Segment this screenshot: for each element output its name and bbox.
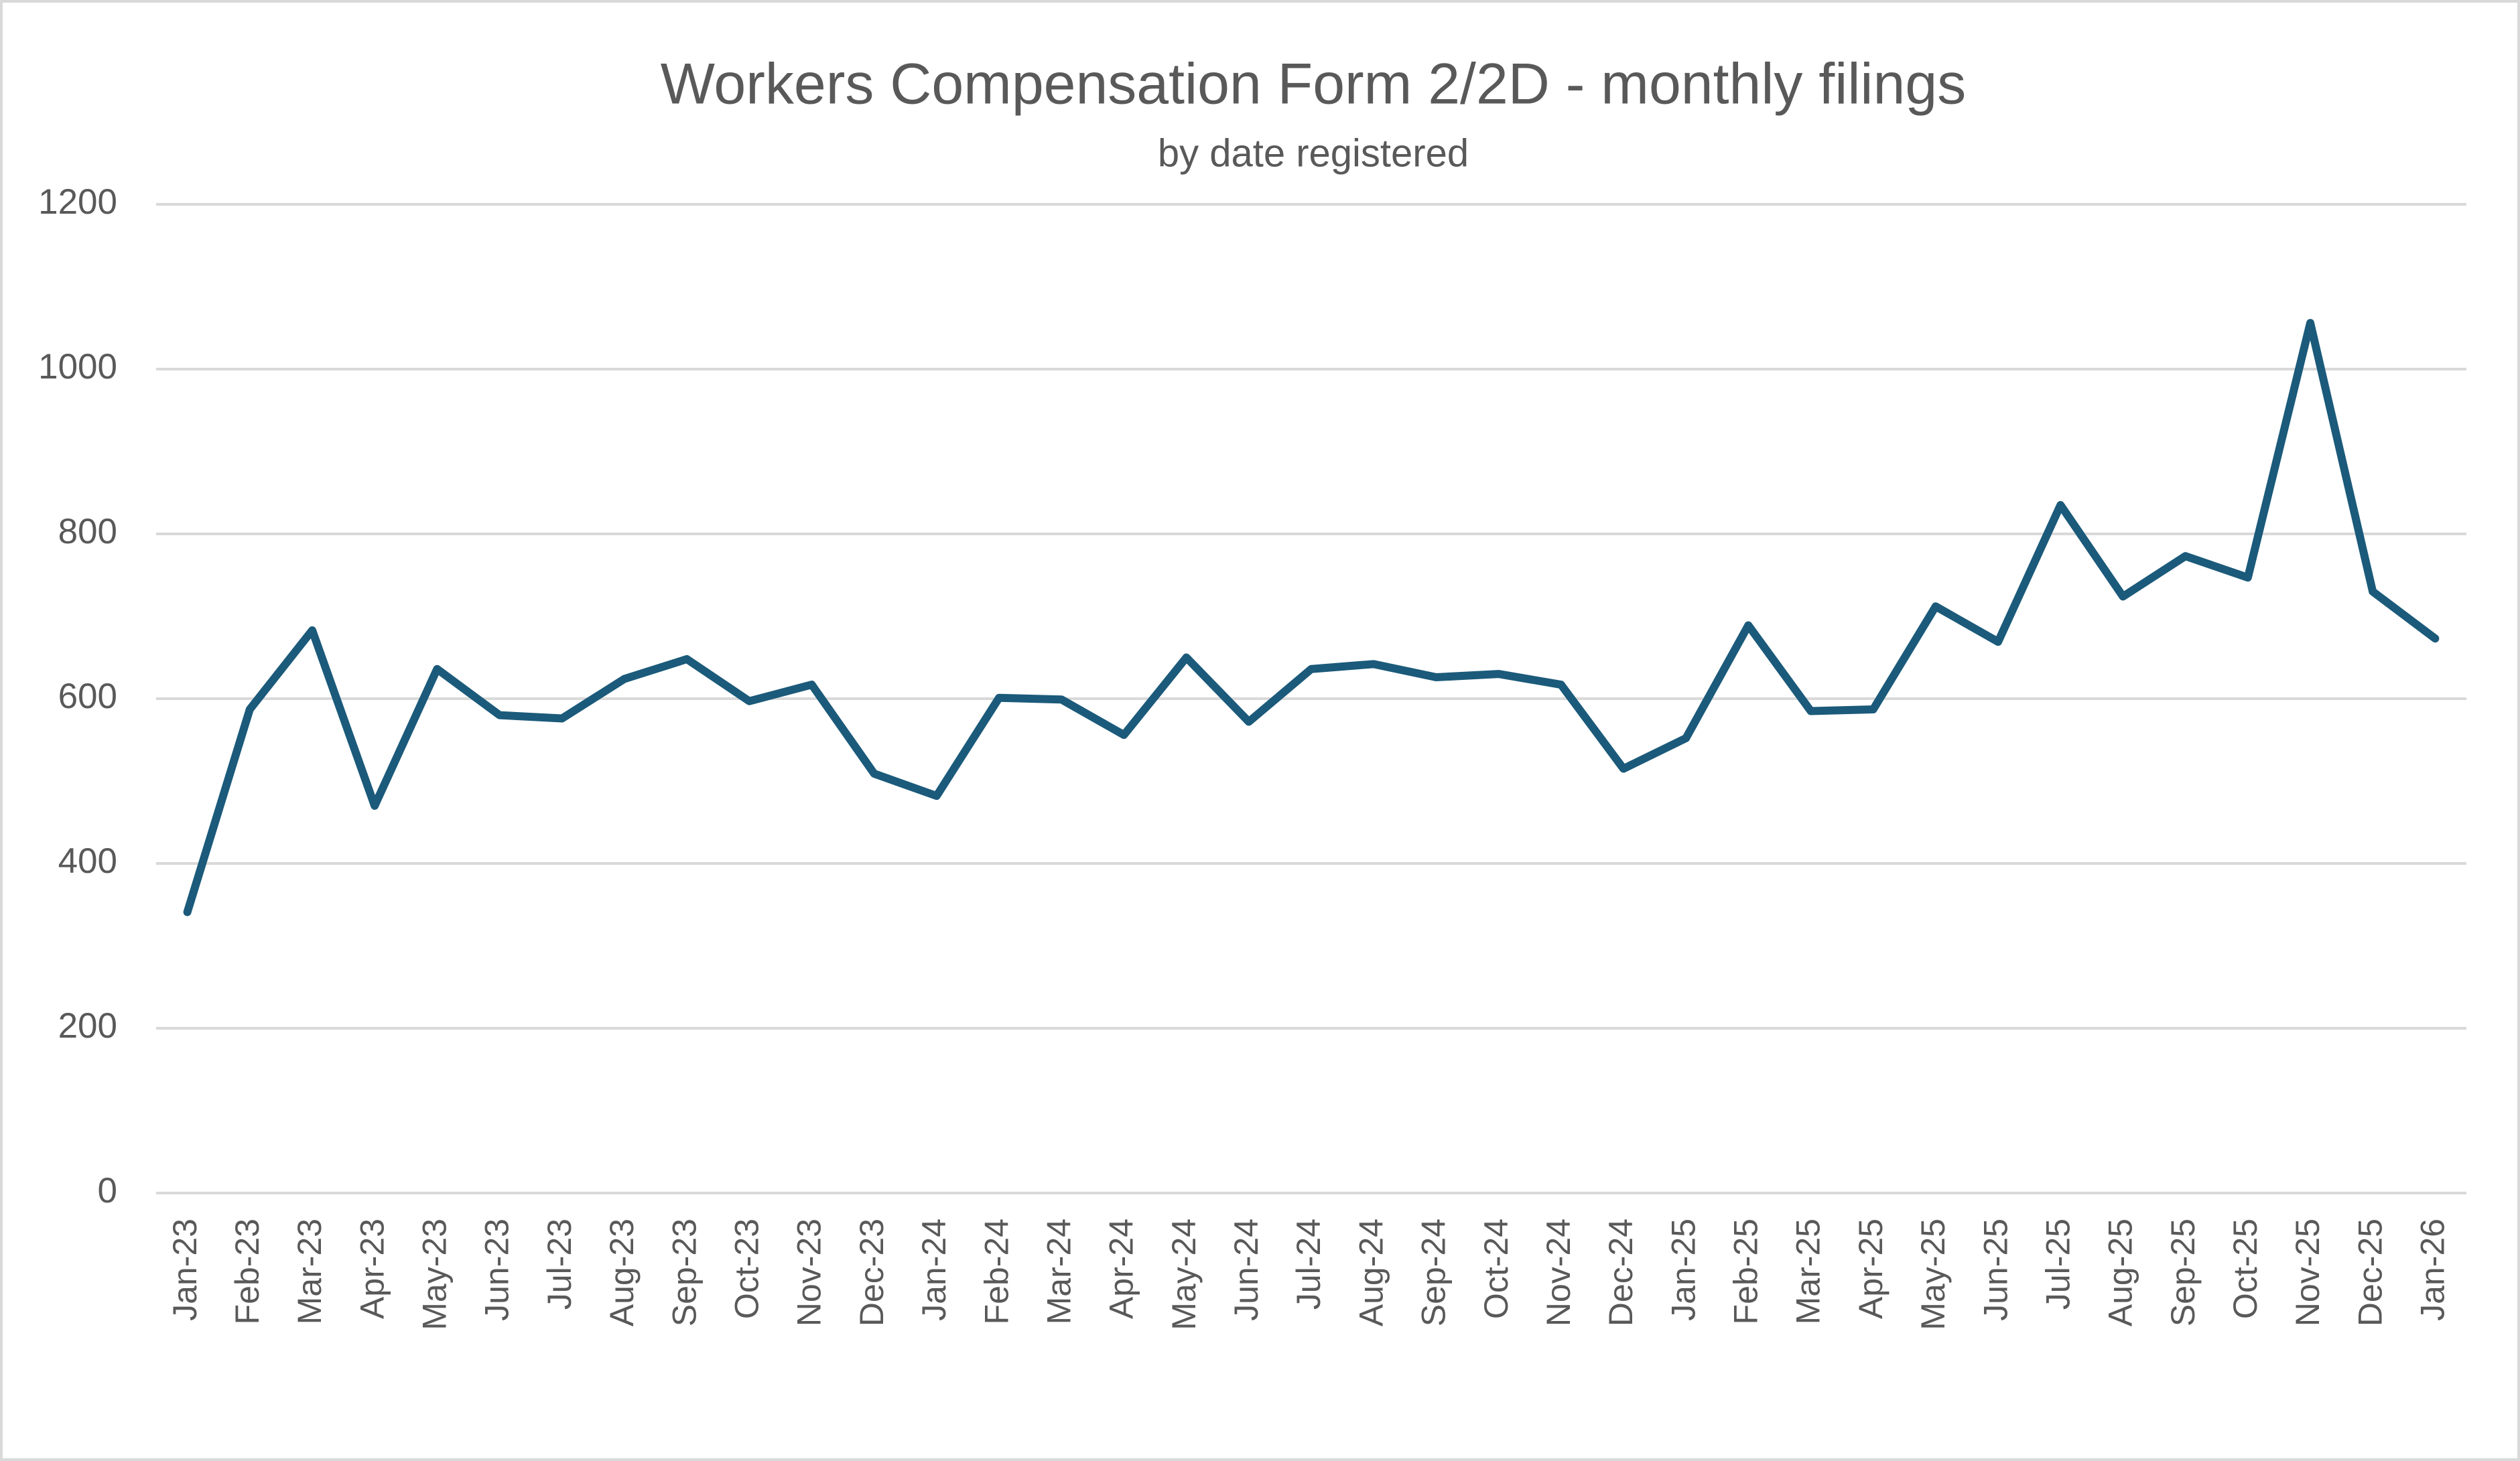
x-tick-label: Jun-23 <box>478 1219 516 1321</box>
y-tick-label: 1000 <box>38 347 117 387</box>
x-tick-label: Apr-24 <box>1103 1219 1140 1319</box>
x-tick-label: Nov-23 <box>791 1219 828 1326</box>
x-tick-label: Aug-25 <box>2102 1219 2139 1326</box>
x-tick-label: Dec-25 <box>2351 1219 2389 1326</box>
x-tick-label: Jul-25 <box>2039 1219 2076 1310</box>
x-tick-label: Feb-24 <box>978 1219 1015 1324</box>
x-tick-label: Nov-25 <box>2289 1219 2326 1326</box>
x-tick-label: Dec-23 <box>853 1219 890 1326</box>
x-tick-label: Apr-23 <box>353 1219 391 1319</box>
chart-subtitle: by date registered <box>1158 131 1469 175</box>
x-tick-label: Sep-23 <box>665 1219 703 1326</box>
x-tick-label: Jun-24 <box>1228 1219 1265 1321</box>
x-tick-label: Mar-23 <box>291 1219 328 1324</box>
x-tick-label: Aug-23 <box>603 1219 641 1326</box>
x-tick-label: Jun-25 <box>1977 1219 2014 1321</box>
x-tick-label: Oct-23 <box>728 1219 766 1319</box>
x-tick-label: Oct-24 <box>1477 1219 1515 1319</box>
x-tick-label: Jan-23 <box>166 1219 204 1321</box>
x-tick-label: May-24 <box>1165 1219 1203 1330</box>
x-tick-label: Jan-25 <box>1664 1219 1702 1321</box>
x-tick-label: May-23 <box>416 1219 454 1330</box>
y-tick-label: 400 <box>58 841 117 881</box>
line-series <box>183 319 2440 916</box>
y-tick-label: 800 <box>58 512 117 551</box>
y-tick-label: 200 <box>58 1006 117 1046</box>
x-tick-label: Feb-25 <box>1727 1219 1765 1324</box>
x-tick-label: Apr-25 <box>1852 1219 1889 1319</box>
x-tick-label: Mar-24 <box>1040 1219 1077 1324</box>
x-tick-label: Nov-24 <box>1540 1219 1577 1326</box>
x-tick-label: Aug-24 <box>1352 1219 1390 1326</box>
x-tick-label: Mar-25 <box>1790 1219 1827 1324</box>
x-tick-label: May-25 <box>1914 1219 1952 1330</box>
chart-title: Workers Compensation Form 2/2D - monthly… <box>661 52 1966 117</box>
x-tick-label: Jul-24 <box>1290 1219 1327 1310</box>
x-tick-label: Jan-26 <box>2414 1219 2452 1321</box>
x-tick-label: Feb-23 <box>228 1219 266 1324</box>
y-tick-label: 0 <box>98 1171 117 1210</box>
x-tick-label: Jan-24 <box>915 1219 953 1321</box>
x-tick-label: Oct-25 <box>2227 1219 2264 1319</box>
x-tick-label: Sep-25 <box>2164 1219 2202 1326</box>
y-tick-label: 600 <box>58 677 117 716</box>
y-tick-label: 1200 <box>38 182 117 222</box>
x-tick-label: Sep-24 <box>1415 1219 1453 1326</box>
x-tick-label: Jul-23 <box>541 1219 578 1310</box>
x-tick-label: Dec-24 <box>1602 1219 1640 1326</box>
